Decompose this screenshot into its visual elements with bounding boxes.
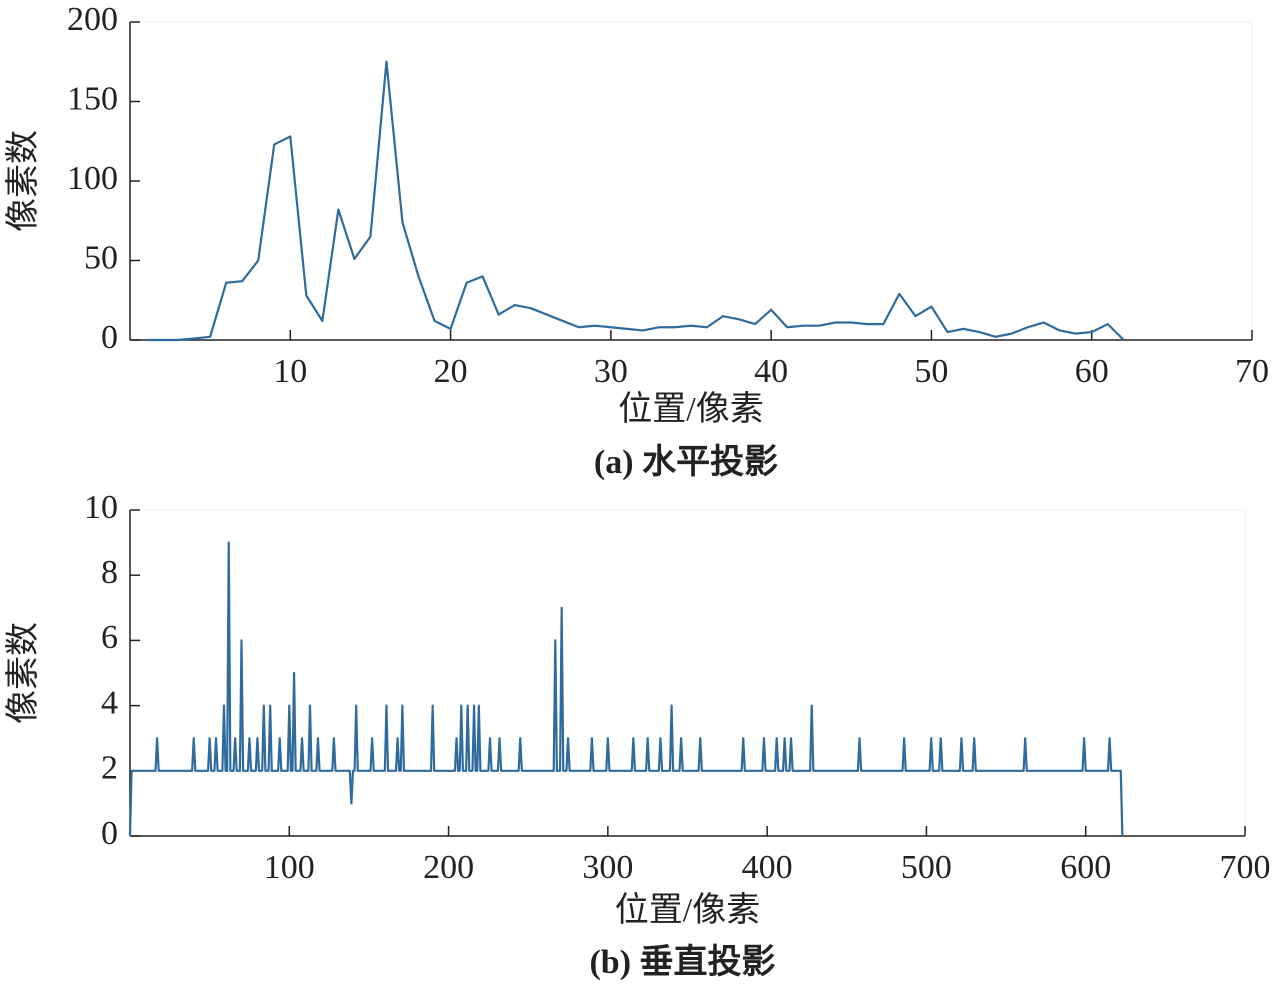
y-axis-label: 像素数 [4,622,42,724]
y-tick-label: 0 [101,815,118,852]
x-tick-label: 500 [901,849,952,886]
x-tick-label: 60 [1075,353,1109,390]
y-tick-label: 10 [84,489,118,526]
x-axis-label: 位置/像素 [615,891,760,929]
data-line [146,60,1125,342]
x-tick-label: 40 [754,353,788,390]
x-tick-label: 20 [434,353,468,390]
x-tick-label: 50 [914,353,948,390]
y-tick-label: 100 [67,160,118,197]
y-tick-label: 200 [67,1,118,38]
y-tick-label: 2 [101,750,118,787]
x-tick-label: 100 [264,849,315,886]
y-tick-label: 4 [101,684,118,721]
x-axis-label: 位置/像素 [618,390,763,428]
chart-caption: (a) 水平投影 [594,443,778,481]
y-tick-label: 6 [101,619,118,656]
x-tick-label: 600 [1060,849,1111,886]
chart-caption: (b) 垂直投影 [589,943,775,981]
x-tick-label: 10 [273,353,307,390]
x-tick-label: 30 [594,353,628,390]
y-tick-label: 50 [84,239,118,276]
y-tick-label: 8 [101,554,118,591]
x-tick-label: 70 [1235,353,1269,390]
x-tick-label: 700 [1220,849,1271,886]
x-tick-label: 200 [423,849,474,886]
x-tick-label: 400 [742,849,793,886]
y-tick-label: 0 [101,319,118,356]
data-line [128,541,1124,837]
y-tick-label: 150 [67,80,118,117]
y-axis-label: 像素数 [4,130,42,232]
x-tick-label: 300 [582,849,633,886]
